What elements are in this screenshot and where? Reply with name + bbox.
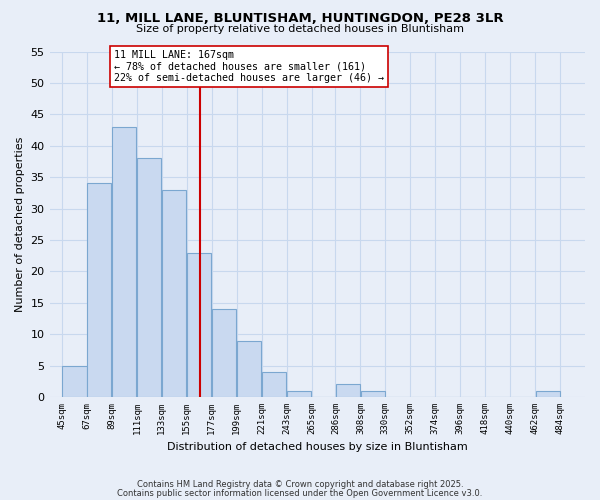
Text: 11 MILL LANE: 167sqm
← 78% of detached houses are smaller (161)
22% of semi-deta: 11 MILL LANE: 167sqm ← 78% of detached h… bbox=[114, 50, 384, 83]
Bar bbox=[262, 372, 286, 397]
Bar bbox=[237, 340, 261, 397]
Y-axis label: Number of detached properties: Number of detached properties bbox=[15, 136, 25, 312]
Bar bbox=[287, 391, 311, 397]
Bar bbox=[62, 366, 86, 397]
X-axis label: Distribution of detached houses by size in Bluntisham: Distribution of detached houses by size … bbox=[167, 442, 467, 452]
Bar bbox=[361, 391, 385, 397]
Bar bbox=[212, 309, 236, 397]
Bar bbox=[88, 184, 112, 397]
Bar bbox=[187, 252, 211, 397]
Text: Size of property relative to detached houses in Bluntisham: Size of property relative to detached ho… bbox=[136, 24, 464, 34]
Bar bbox=[137, 158, 161, 397]
Bar bbox=[112, 127, 136, 397]
Text: 11, MILL LANE, BLUNTISHAM, HUNTINGDON, PE28 3LR: 11, MILL LANE, BLUNTISHAM, HUNTINGDON, P… bbox=[97, 12, 503, 26]
Bar bbox=[336, 384, 360, 397]
Text: Contains HM Land Registry data © Crown copyright and database right 2025.: Contains HM Land Registry data © Crown c… bbox=[137, 480, 463, 489]
Bar bbox=[163, 190, 187, 397]
Text: Contains public sector information licensed under the Open Government Licence v3: Contains public sector information licen… bbox=[118, 488, 482, 498]
Bar bbox=[536, 391, 560, 397]
